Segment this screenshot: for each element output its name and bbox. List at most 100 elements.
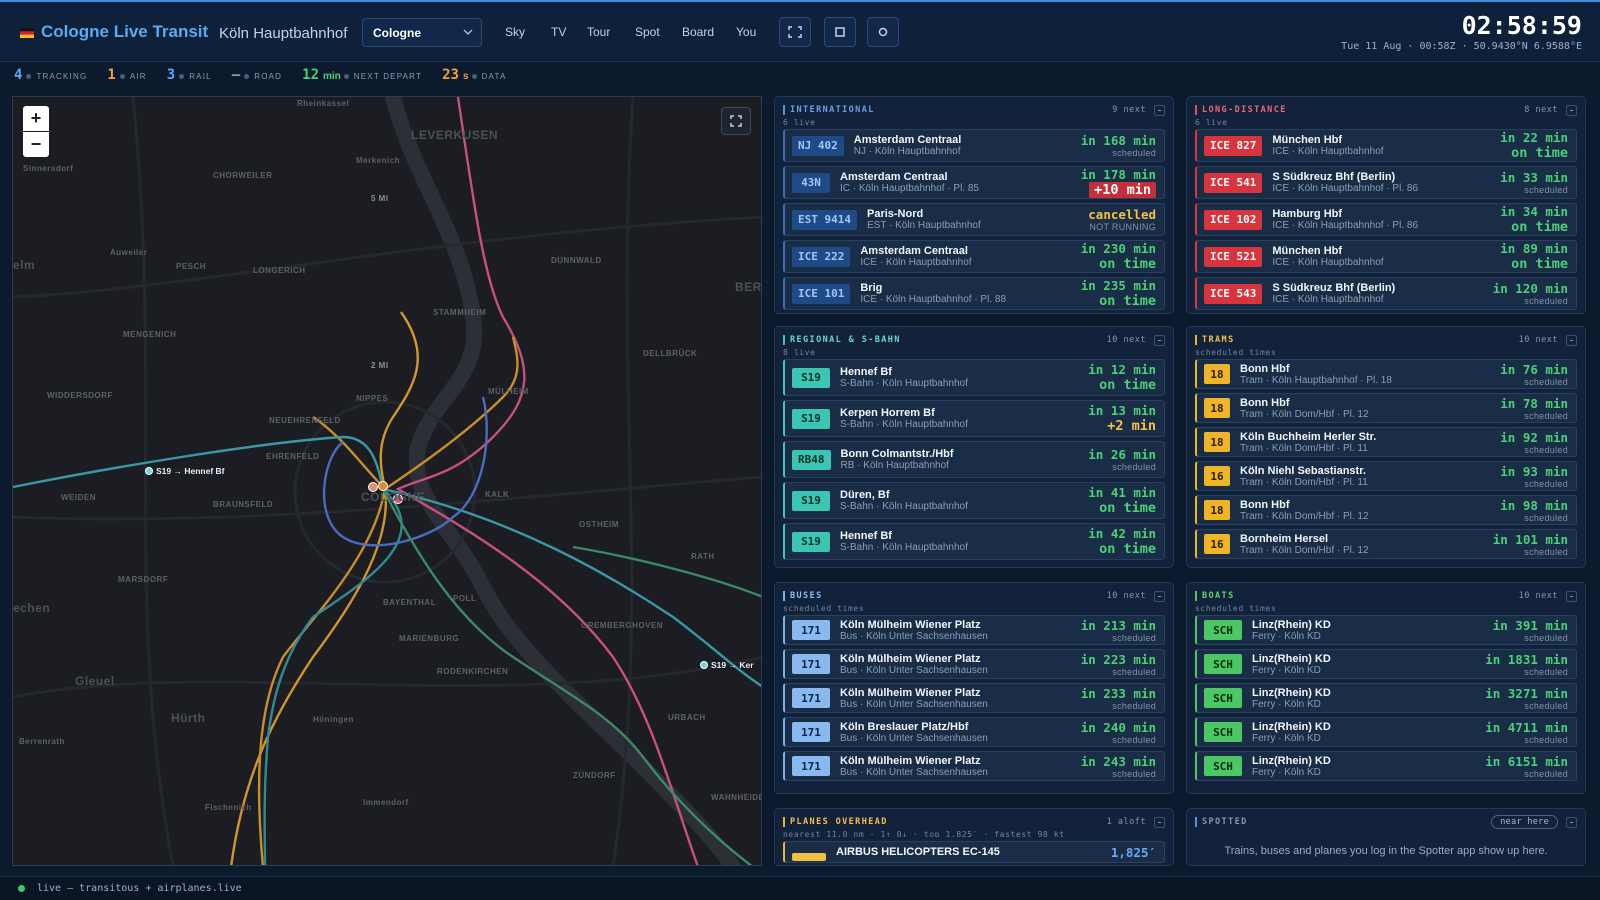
- departure-row[interactable]: EST 9414 Paris-Nord EST · Köln Hauptbahnho…: [783, 203, 1165, 236]
- fullscreen-button[interactable]: [779, 17, 811, 47]
- row-status: on time: [1099, 377, 1156, 393]
- city-value: Cologne: [373, 26, 421, 40]
- departure-row[interactable]: ICE 543 S Südkreuz Bhf (Berlin) ICE · Köln…: [1195, 277, 1577, 310]
- collapse-button[interactable]: [1566, 816, 1577, 828]
- row-via: ICE · Köln Hauptbahnhof: [1272, 294, 1384, 305]
- nav-item[interactable]: Spot: [635, 25, 660, 39]
- destination: S Südkreuz Bhf (Berlin): [1272, 282, 1396, 294]
- place-label: MARIENBURG: [399, 634, 459, 643]
- vehicle-dot: [700, 661, 708, 669]
- departure-row[interactable]: 18 Bonn Hbf Tram · Köln Dom/Hbf · Pl. 12 in…: [1195, 495, 1577, 525]
- departure-row[interactable]: 171 Köln Mülheim Wiener Platz Bus · Köln U…: [783, 649, 1165, 679]
- row-info: Linz(Rhein) KD Ferry · Köln KD: [1252, 653, 1485, 676]
- place-labels: Rheinkassel LEVERKUSEN Merkenich Sinners…: [13, 99, 762, 812]
- departure-row[interactable]: SCH Linz(Rhein) KD Ferry · Köln KD in 3271 …: [1195, 683, 1577, 713]
- row-note: scheduled: [1112, 700, 1156, 711]
- stop-button[interactable]: [824, 17, 856, 47]
- row-time: in 42 min: [1088, 526, 1156, 541]
- row-time: in 3271 min: [1485, 685, 1568, 701]
- row-right: in 6151 min scheduled: [1485, 754, 1568, 779]
- row-via: Bus · Köln Unter Sachsenhausen: [840, 766, 988, 778]
- place-label: LEVERKUSEN: [411, 128, 498, 142]
- departure-row[interactable]: 171 Köln Mülheim Wiener Platz Bus · Köln U…: [783, 751, 1165, 781]
- departure-row[interactable]: ICE 101 Brig ICE · Köln Hauptbahnhof · Pl.…: [783, 277, 1165, 310]
- panel-subtitle: 6 live: [1195, 118, 1228, 125]
- nav-item[interactable]: Sky: [505, 25, 526, 39]
- departure-row[interactable]: SCH Linz(Rhein) KD Ferry · Köln KD in 6151 …: [1195, 751, 1577, 781]
- row-via: Ferry · Köln KD: [1252, 766, 1321, 778]
- collapse-button[interactable]: [1154, 334, 1165, 346]
- departure-row[interactable]: 171 Köln Mülheim Wiener Platz Bus · Köln U…: [783, 615, 1165, 645]
- line-badge: 16: [1204, 466, 1230, 486]
- collapse-button[interactable]: [1566, 590, 1577, 602]
- map-fullscreen[interactable]: [721, 107, 751, 135]
- line-badge: ICE 101: [792, 283, 851, 304]
- destination: Linz(Rhein) KD: [1252, 618, 1331, 631]
- departure-row[interactable]: SCH Linz(Rhein) KD Ferry · Köln KD in 391 m…: [1195, 615, 1577, 645]
- departure-row[interactable]: 18 Bonn Hbf Tram · Köln Dom/Hbf · Pl. 12 in…: [1195, 393, 1577, 423]
- zoom-out[interactable]: −: [23, 132, 49, 157]
- departure-row[interactable]: 171 Köln Mülheim Wiener Platz Bus · Köln U…: [783, 683, 1165, 713]
- departure-row[interactable]: S19 Hennef Bf S-Bahn · Köln Hauptbahnhof in…: [783, 359, 1165, 396]
- stat: 12 min NEXT DEPART: [302, 66, 422, 84]
- departure-row[interactable]: 18 Bonn Hbf Tram · Köln Hauptbahnhof · Pl.…: [1195, 359, 1577, 389]
- departure-row[interactable]: S19 Hennef Bf S-Bahn · Köln Hauptbahnhof in…: [783, 523, 1165, 560]
- station-name: Köln Hauptbahnhof: [219, 25, 348, 42]
- row-note: scheduled: [1112, 666, 1156, 677]
- panel-action[interactable]: near here: [1491, 815, 1558, 829]
- departure-row[interactable]: ICE 222 Amsterdam Centraal ICE · Köln Haup…: [783, 240, 1165, 273]
- departure-row[interactable]: AIRBUS HELICOPTERS EC-145 1,825′: [783, 841, 1165, 863]
- departure-row[interactable]: 18 Köln Buchheim Herler Str. Tram · Köln D…: [1195, 427, 1577, 457]
- row-info: Amsterdam Centraal IC · Köln Hauptbahnhof…: [840, 171, 1081, 194]
- destination: Bornheim Hersel: [1240, 532, 1329, 545]
- departure-row[interactable]: SCH Linz(Rhein) KD Ferry · Köln KD in 4711 …: [1195, 717, 1577, 747]
- row-via: ICE · Köln Hauptbahnhof: [860, 257, 972, 268]
- departure-row[interactable]: SCH Linz(Rhein) KD Ferry · Köln KD in 1831 …: [1195, 649, 1577, 679]
- nav-item[interactable]: Board: [682, 25, 715, 39]
- destination: Hennef Bf: [840, 366, 892, 378]
- place-label: BERG: [735, 280, 762, 294]
- place-label: RATH: [691, 552, 715, 561]
- departure-row[interactable]: ICE 827 München Hbf ICE · Köln Hauptbahnho…: [1195, 129, 1577, 162]
- departure-row[interactable]: 16 Köln Niehl Sebastianstr. Tram · Köln Do…: [1195, 461, 1577, 491]
- nav-item[interactable]: Tour: [587, 25, 611, 39]
- departure-row[interactable]: ICE 521 München Hbf ICE · Köln Hauptbahnho…: [1195, 240, 1577, 273]
- departure-row[interactable]: NJ 402 Amsterdam Centraal NJ · Köln Hauptb…: [783, 129, 1165, 162]
- row-via: Ferry · Köln KD: [1252, 698, 1321, 710]
- collapse-button[interactable]: [1154, 590, 1165, 602]
- line-badge: 18: [1204, 432, 1230, 452]
- settings-button[interactable]: [867, 17, 899, 47]
- collapse-button[interactable]: [1154, 816, 1165, 828]
- row-time: in 98 min: [1500, 497, 1568, 513]
- departure-row[interactable]: S19 Kerpen Horrem Bf S-Bahn · Köln Hauptba…: [783, 400, 1165, 437]
- place-label: Immendorf: [363, 798, 409, 807]
- place-label: OSTHEIM: [579, 520, 619, 529]
- accent-bar: [1195, 817, 1197, 827]
- departure-row[interactable]: ICE 541 S Südkreuz Bhf (Berlin) ICE · Köln…: [1195, 166, 1577, 199]
- nav-item[interactable]: TV: [551, 25, 567, 39]
- collapse-button[interactable]: [1566, 104, 1577, 116]
- collapse-button[interactable]: [1566, 334, 1577, 346]
- departure-row[interactable]: 16 Bornheim Hersel Tram · Köln Dom/Hbf · P…: [1195, 529, 1577, 559]
- row-via: Tram · Köln Dom/Hbf · Pl. 11: [1240, 476, 1368, 488]
- row-via: ICE · Köln Hauptbahnhof · Pl. 88: [860, 294, 1006, 305]
- row-note: scheduled: [1112, 632, 1156, 643]
- row-right: in 98 min scheduled: [1500, 498, 1568, 523]
- row-right: 1,825′: [1111, 845, 1156, 860]
- collapse-button[interactable]: [1154, 104, 1165, 116]
- departure-row[interactable]: RB48 Bonn Colmantstr./Hbf RB · Köln Hauptb…: [783, 441, 1165, 478]
- city-select[interactable]: Cologne: [362, 18, 482, 47]
- departure-row[interactable]: ICE 102 Hamburg Hbf ICE · Köln Hauptbahnho…: [1195, 203, 1577, 236]
- departure-row[interactable]: 43N Amsterdam Centraal IC · Köln Hauptbahn…: [783, 166, 1165, 199]
- row-info: Köln Breslauer Platz/Hbf Bus · Köln Unter…: [840, 721, 1081, 744]
- departure-row[interactable]: 171 Köln Breslauer Platz/Hbf Bus · Köln Un…: [783, 717, 1165, 747]
- zoom-in[interactable]: +: [23, 106, 49, 131]
- row-info: Hennef Bf S-Bahn · Köln Hauptbahnhof: [840, 530, 1088, 553]
- row-right: in 13 min +2 min: [1088, 403, 1156, 434]
- row-delay: +2 min: [1107, 418, 1156, 434]
- destination: München Hbf: [1272, 134, 1343, 146]
- line-badge: 18: [1204, 500, 1230, 520]
- nav-item[interactable]: You: [736, 25, 757, 39]
- line-badge: SCH: [1204, 722, 1242, 742]
- departure-row[interactable]: S19 Düren, Bf S-Bahn · Köln Hauptbahnhof in…: [783, 482, 1165, 519]
